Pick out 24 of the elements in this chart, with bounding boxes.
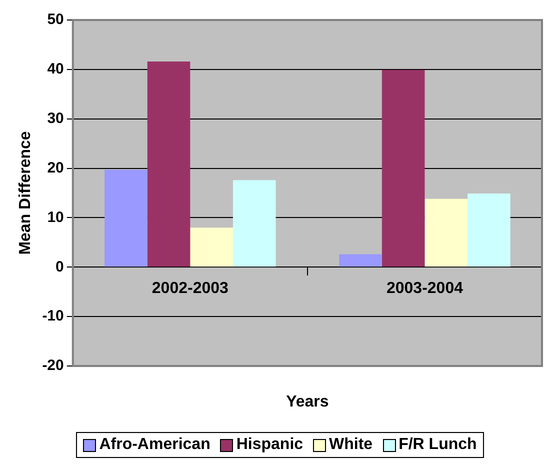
y-tick-label: -10 [42,308,64,325]
y-tick-label: 50 [47,11,64,28]
bar [104,170,148,267]
legend-label: White [329,436,373,454]
bar [232,180,276,267]
x-axis-title: Years [286,393,329,410]
y-tick-label: -20 [42,357,64,374]
legend-label: F/R Lunch [398,436,477,454]
legend-label: Afro-American [99,436,210,454]
x-tick-label: 2002-2003 [152,280,229,298]
legend-label: Hispanic [236,436,304,454]
y-tick-label: 30 [47,110,64,127]
bar [468,193,510,267]
y-tick-label: 10 [47,208,64,226]
bar [190,228,233,267]
bar [339,254,382,267]
bar [382,70,425,267]
y-axis-title: Mean Difference [17,131,34,255]
bar [147,62,190,267]
y-tick-label: 20 [47,159,64,176]
x-tick-label: 2003-2004 [386,280,464,298]
bar [424,198,468,267]
y-tick-label: 40 [47,60,64,78]
y-tick-label: 0 [56,258,64,276]
